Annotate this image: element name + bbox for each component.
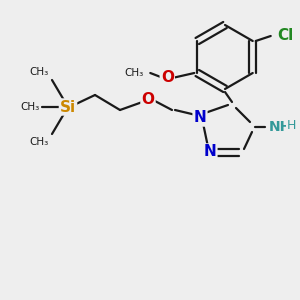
Text: CH₃: CH₃ — [21, 102, 40, 112]
Text: N: N — [194, 110, 206, 125]
Text: CH₃: CH₃ — [30, 137, 49, 147]
Text: H: H — [287, 119, 296, 132]
Text: N: N — [204, 145, 216, 160]
Text: Si: Si — [60, 100, 76, 115]
Text: CH₃: CH₃ — [124, 68, 143, 78]
Text: CH₃: CH₃ — [30, 67, 49, 77]
Text: Cl: Cl — [278, 28, 294, 44]
Text: NH: NH — [268, 120, 292, 134]
Text: O: O — [142, 92, 154, 107]
Text: O: O — [161, 70, 174, 86]
